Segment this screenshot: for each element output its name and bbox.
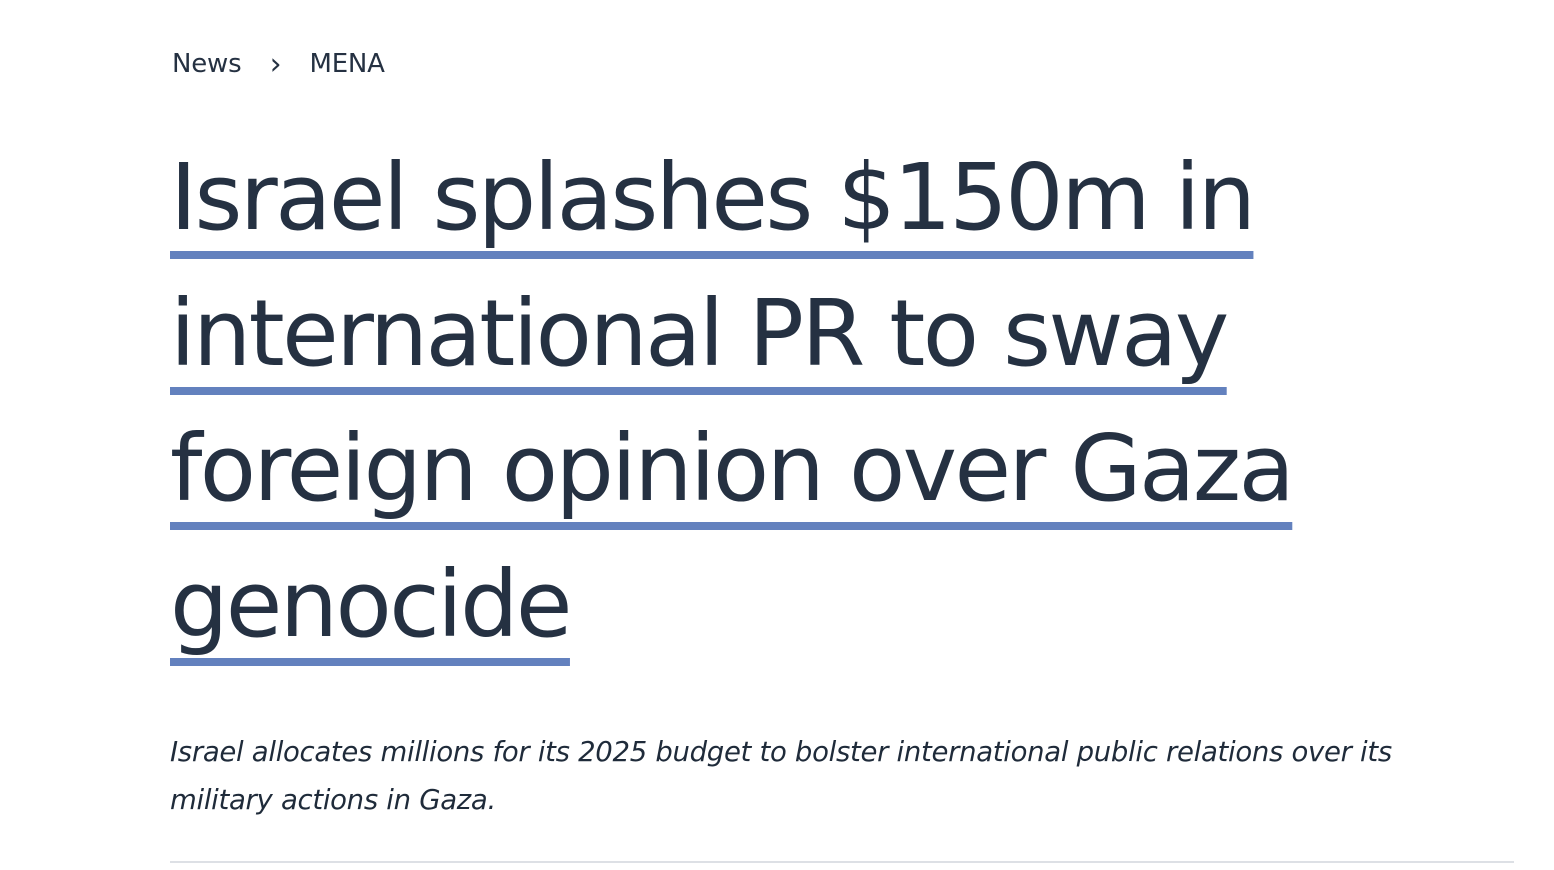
page-title: Israel splashes $150m in international P… [170,130,1350,672]
headline-link[interactable]: Israel splashes $150m in international P… [170,144,1295,658]
divider [170,861,1514,863]
breadcrumb-item-mena[interactable]: MENA [309,49,385,79]
chevron-right-icon: › [269,47,282,82]
breadcrumb: News › MENA [172,46,385,82]
article-header: News › MENA Israel splashes $150m in int… [170,0,1514,870]
breadcrumb-item-news[interactable]: News [172,49,242,79]
article-standfirst: Israel allocates millions for its 2025 b… [170,736,1392,816]
